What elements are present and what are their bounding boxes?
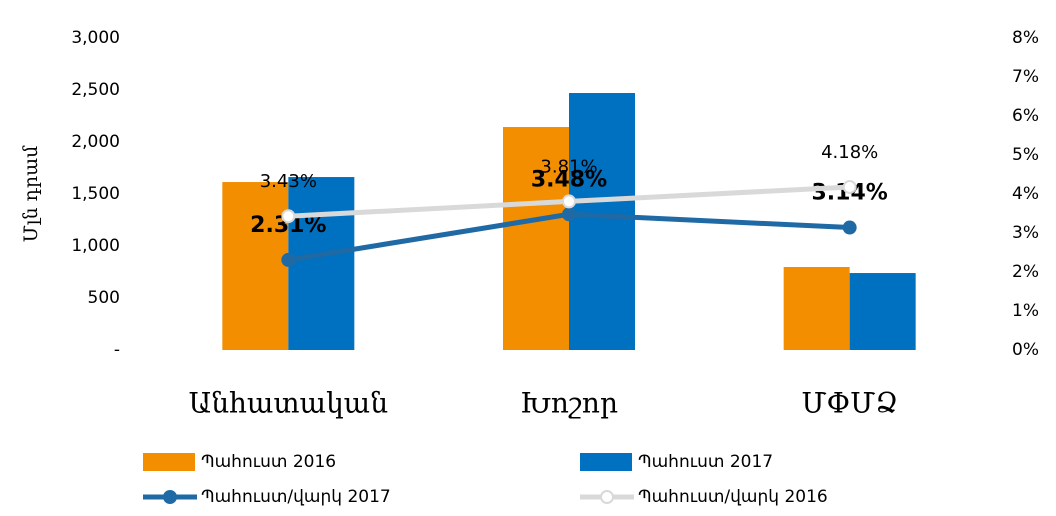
- y2-tick-label: 1%: [1012, 301, 1039, 321]
- legend-label: Պահուստ/վարկ 2016: [638, 487, 828, 507]
- legend-label: Պահուստ/վարկ 2017: [201, 487, 391, 507]
- y-tick-label: 1,500: [71, 184, 120, 204]
- y2-tick-label: 2%: [1012, 262, 1039, 282]
- y-tick-label: 3,000: [71, 28, 120, 48]
- legend-label: Պահուստ 2016: [201, 452, 336, 472]
- legend-label: Պահուստ 2017: [638, 452, 773, 472]
- x-tick-label: Խոշոր: [520, 387, 618, 420]
- y-tick-label: 500: [88, 288, 120, 308]
- legend-marker: [163, 490, 177, 504]
- y2-tick-label: 5%: [1012, 145, 1039, 165]
- y2-tick-label: 7%: [1012, 67, 1039, 87]
- x-tick-label: ՄՓՄՁ: [801, 387, 898, 420]
- bar: [783, 267, 850, 350]
- y-tick-label: 2,000: [71, 132, 120, 152]
- marker: [562, 207, 576, 222]
- data-label: 4.18%: [821, 142, 878, 163]
- data-label: 3.48%: [531, 167, 607, 192]
- marker: [842, 220, 857, 235]
- marker: [842, 179, 857, 194]
- bar: [288, 177, 355, 350]
- y-tick-label: 1,000: [71, 236, 120, 256]
- y2-tick-label: 6%: [1012, 106, 1039, 126]
- legend-swatch: [143, 453, 195, 471]
- bar: [569, 93, 635, 351]
- marker: [562, 194, 576, 209]
- data-label: 3.81%: [540, 156, 597, 177]
- y2-tick-label: 3%: [1012, 223, 1039, 243]
- legend-swatch: [580, 453, 632, 471]
- y2-tick-label: 0%: [1012, 340, 1039, 360]
- bar: [503, 127, 569, 350]
- legend-marker: [600, 490, 614, 504]
- y-tick-label: 2,500: [71, 80, 120, 100]
- data-label: 3.43%: [260, 171, 317, 192]
- y-axis-label: Մլն դրամ: [20, 145, 42, 242]
- y-tick-label: -: [114, 340, 120, 360]
- y2-tick-label: 4%: [1012, 184, 1039, 204]
- bar: [222, 182, 289, 350]
- x-tick-label: Անհատական: [189, 387, 389, 420]
- marker: [281, 252, 296, 267]
- bar: [849, 273, 916, 350]
- marker: [281, 209, 296, 224]
- y2-tick-label: 8%: [1012, 28, 1039, 48]
